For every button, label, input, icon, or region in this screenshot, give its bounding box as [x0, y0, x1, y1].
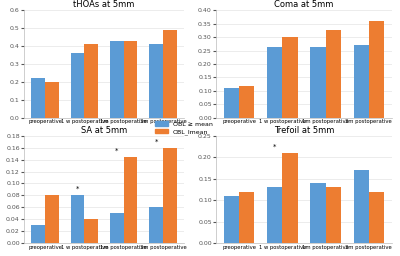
- Bar: [267, 47, 282, 118]
- Bar: [124, 157, 138, 243]
- Bar: [369, 21, 384, 118]
- Bar: [84, 44, 98, 118]
- Bar: [31, 225, 45, 243]
- Bar: [369, 191, 384, 243]
- Bar: [239, 86, 254, 118]
- Legend: OBL ≥ mean, OBL_lmean: OBL ≥ mean, OBL_lmean: [155, 121, 213, 135]
- Bar: [282, 37, 298, 118]
- Bar: [224, 196, 239, 243]
- Title: tHOAs at 5mm: tHOAs at 5mm: [73, 1, 135, 9]
- Text: *: *: [154, 138, 158, 144]
- Text: *: *: [273, 144, 276, 150]
- Bar: [267, 187, 282, 243]
- Bar: [110, 41, 124, 118]
- Title: Coma at 5mm: Coma at 5mm: [274, 1, 334, 9]
- Bar: [282, 153, 298, 243]
- Bar: [31, 78, 45, 118]
- Bar: [124, 41, 138, 118]
- Bar: [45, 82, 59, 118]
- Bar: [70, 53, 84, 118]
- Bar: [224, 88, 239, 118]
- Title: SA at 5mm: SA at 5mm: [81, 126, 127, 135]
- Bar: [354, 45, 369, 118]
- Bar: [70, 195, 84, 243]
- Bar: [149, 44, 163, 118]
- Bar: [354, 170, 369, 243]
- Bar: [45, 195, 59, 243]
- Bar: [163, 30, 177, 118]
- Bar: [239, 191, 254, 243]
- Bar: [326, 30, 341, 118]
- Bar: [310, 183, 326, 243]
- Bar: [149, 207, 163, 243]
- Bar: [110, 213, 124, 243]
- Bar: [326, 187, 341, 243]
- Bar: [84, 219, 98, 243]
- Bar: [163, 148, 177, 243]
- Text: *: *: [76, 186, 79, 192]
- Bar: [310, 47, 326, 118]
- Title: Trefoil at 5mm: Trefoil at 5mm: [274, 126, 334, 135]
- Text: *: *: [115, 147, 118, 153]
